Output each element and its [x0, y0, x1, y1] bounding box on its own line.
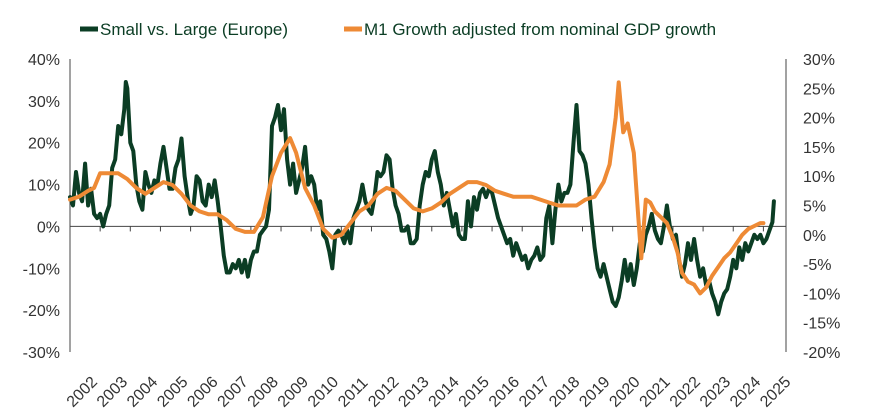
x-tick-label: 2015	[456, 374, 493, 411]
x-tick-label: 2004	[124, 374, 161, 411]
y-left-tick-label: 40%	[28, 52, 60, 69]
x-tick-label: 2019	[576, 374, 613, 411]
x-tick-label: 2024	[727, 374, 764, 411]
x-tick-label: 2006	[184, 374, 221, 411]
series-layer	[68, 80, 776, 317]
x-tick-label: 2011	[335, 374, 371, 410]
y-right-tick-label: 15%	[803, 140, 835, 157]
x-tick-label: 2017	[516, 374, 553, 411]
x-tick-label: 2025	[757, 374, 794, 411]
x-tick-label: 2002	[64, 374, 101, 411]
x-tick-label: 2013	[395, 374, 432, 411]
y-axis-right: 30% 25% 20% 15% 10% 5% 0% -5% -10% -15% -20%	[785, 52, 840, 362]
y-left-tick-label: 30%	[28, 94, 60, 111]
series-line-m1-growth	[68, 80, 766, 296]
x-tick-label: 2008	[245, 374, 282, 411]
y-right-tick-label: -20%	[803, 345, 840, 362]
y-right-tick-label: -10%	[803, 286, 840, 303]
y-left-tick-label: 10%	[28, 178, 60, 195]
x-tick-label: 2009	[275, 374, 312, 411]
x-tick-label: 2021	[637, 374, 674, 411]
x-tick-label: 2012	[365, 374, 402, 411]
x-tick-label: 2010	[305, 374, 342, 411]
x-tick-label: 2022	[667, 374, 704, 411]
legend-label-small-vs-large: Small vs. Large (Europe)	[100, 20, 288, 39]
x-tick-label: 2014	[426, 374, 463, 411]
x-tick-label: 2020	[606, 374, 643, 411]
y-right-tick-label: -15%	[803, 316, 840, 333]
y-right-tick-label: -5%	[803, 257, 831, 274]
y-right-tick-label: 20%	[803, 111, 835, 128]
y-right-tick-label: 25%	[803, 81, 835, 98]
y-left-tick-label: -10%	[23, 261, 60, 278]
x-tick-label: 2023	[697, 374, 734, 411]
y-left-tick-label: 20%	[28, 136, 60, 153]
y-right-tick-label: 0%	[803, 228, 826, 245]
legend: Small vs. Large (Europe) M1 Growth adjus…	[80, 20, 716, 39]
x-tick-label: 2018	[546, 374, 583, 411]
legend-label-m1-growth: M1 Growth adjusted from nominal GDP grow…	[364, 20, 716, 39]
x-tick-label: 2005	[154, 374, 191, 411]
series-line-small-vs-large	[68, 80, 776, 317]
y-right-tick-label: 5%	[803, 199, 826, 216]
y-axis-left: 40% 30% 20% 10% 0% -10% -20% -30%	[23, 52, 71, 362]
y-left-tick-label: 0%	[37, 219, 60, 236]
x-tick-label: 2007	[215, 374, 252, 411]
y-left-tick-label: -30%	[23, 345, 60, 362]
y-left-tick-label: -20%	[23, 303, 60, 320]
x-tick-label: 2003	[94, 374, 131, 411]
y-right-tick-label: 30%	[803, 52, 835, 69]
y-right-tick-label: 10%	[803, 169, 835, 186]
x-tick-label: 2016	[486, 374, 523, 411]
